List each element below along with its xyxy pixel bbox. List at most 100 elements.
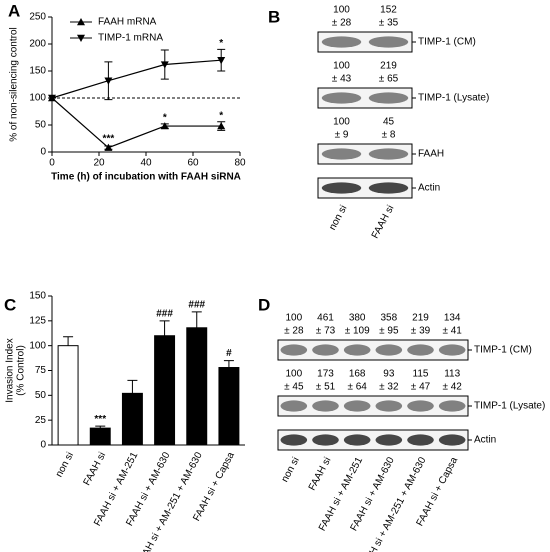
lane-label: non si — [280, 455, 302, 484]
sem-value: ± 28 — [332, 18, 352, 29]
bar — [121, 392, 143, 446]
mean-value: 100 — [285, 369, 302, 380]
blot-label: TIMP-1 (Lysate) — [474, 401, 545, 412]
bar — [154, 335, 176, 446]
x-tick-label: 80 — [234, 158, 246, 169]
panel-label: C — [4, 295, 16, 314]
mean-value: 100 — [285, 313, 302, 324]
sem-value: ± 41 — [442, 326, 462, 337]
significance: * — [219, 38, 223, 49]
significance: * — [163, 113, 167, 124]
marker — [217, 122, 226, 130]
y-tick-label: 125 — [29, 315, 46, 326]
x-tick-label: 60 — [187, 158, 199, 169]
y-tick-label: 200 — [29, 39, 46, 50]
marker — [48, 94, 56, 102]
marker — [160, 122, 169, 130]
blot-band — [368, 182, 409, 194]
legend-label: FAAH mRNA — [98, 17, 157, 28]
legend-marker — [77, 18, 85, 26]
y-tick-label: 250 — [29, 12, 46, 23]
mean-value: 168 — [349, 369, 366, 380]
significance: # — [226, 348, 232, 359]
sem-value: ± 51 — [316, 382, 336, 393]
blot-band — [407, 344, 434, 356]
x-tick-label: non si — [54, 450, 76, 479]
y-tick-label: 100 — [29, 93, 46, 104]
sem-value: ± 28 — [284, 326, 304, 337]
blot-band — [368, 148, 409, 160]
sem-value: ± 43 — [332, 74, 352, 85]
mean-value: 115 — [413, 369, 429, 380]
sem-value: ± 45 — [284, 382, 304, 393]
y-tick-label: 50 — [35, 390, 47, 401]
series-line — [51, 97, 222, 149]
blot-band — [280, 344, 308, 356]
mean-value: 219 — [412, 313, 429, 324]
y-tick-label: 75 — [35, 365, 47, 376]
sem-value: ± 32 — [379, 382, 399, 393]
legend-marker — [77, 34, 85, 42]
blot-band — [280, 434, 308, 446]
sem-value: ± 9 — [335, 130, 349, 141]
sem-value: ± 42 — [442, 382, 462, 393]
mean-value: 100 — [333, 117, 350, 128]
blot-band — [438, 434, 466, 446]
series-line — [51, 59, 222, 99]
x-axis-label: Time (h) of incubation with FAAH siRNA — [51, 172, 241, 183]
significance: ### — [188, 300, 205, 311]
blot-band — [312, 434, 339, 446]
mean-value: 134 — [444, 313, 461, 324]
blot-band — [312, 400, 339, 412]
mean-value: 45 — [383, 117, 395, 128]
sem-value: ± 64 — [347, 382, 367, 393]
error-bar — [159, 320, 170, 336]
x-tick-label: 0 — [49, 158, 55, 169]
blot-band — [343, 344, 371, 356]
blot-label: FAAH — [418, 149, 444, 160]
significance: * — [219, 110, 223, 121]
mean-value: 100 — [333, 61, 350, 72]
y-tick-label: 100 — [29, 340, 46, 351]
blot-band — [343, 400, 371, 412]
panel-label: D — [258, 295, 270, 314]
marker — [160, 61, 169, 69]
x-tick-label: 20 — [93, 158, 105, 169]
mean-value: 152 — [380, 5, 397, 16]
y-axis-label: Invasion Index — [5, 338, 16, 403]
blot-band — [368, 36, 409, 48]
sem-value: ± 65 — [379, 74, 399, 85]
y-tick-label: 25 — [35, 415, 47, 426]
bar — [57, 345, 79, 446]
mean-value: 461 — [317, 313, 334, 324]
lane-label: FAAH si — [307, 455, 334, 492]
blot-label: TIMP-1 (Lysate) — [418, 93, 489, 104]
blot-band — [375, 344, 403, 356]
mean-value: 380 — [349, 313, 366, 324]
marker — [217, 57, 226, 65]
blot-band — [312, 344, 339, 356]
bar — [186, 327, 208, 446]
error-bar — [63, 336, 74, 346]
y-tick-label: 150 — [29, 291, 46, 302]
y-tick-label: 0 — [40, 147, 46, 158]
marker — [104, 77, 113, 85]
legend-label: TIMP-1 mRNA — [98, 33, 163, 44]
x-tick-label: FAAH si — [82, 450, 109, 487]
significance: ### — [156, 308, 173, 319]
mean-value: 219 — [380, 61, 397, 72]
blot-band — [375, 434, 403, 446]
blot-label: Actin — [474, 435, 496, 446]
error-bar — [191, 311, 202, 328]
blot-band — [407, 400, 434, 412]
panel-label: A — [8, 1, 20, 20]
sem-value: ± 95 — [379, 326, 399, 337]
error-bar — [223, 360, 234, 368]
blot-band — [321, 92, 362, 104]
blot-band — [375, 400, 403, 412]
mean-value: 113 — [444, 369, 460, 380]
mean-value: 93 — [383, 369, 395, 380]
blot-band — [321, 182, 362, 194]
bar — [218, 367, 240, 446]
